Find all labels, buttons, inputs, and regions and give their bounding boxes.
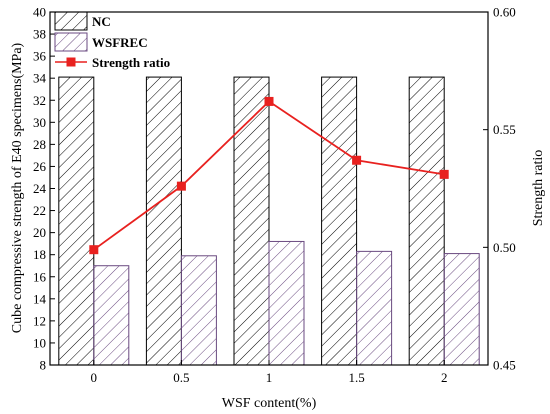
legend: NC WSFREC Strength ratio — [54, 11, 170, 70]
bar-wsfrec-2 — [443, 253, 480, 366]
strength-ratio-point-1 — [264, 96, 274, 106]
y-tick-label: 18 — [33, 247, 46, 262]
bar-nc-1 — [233, 76, 270, 366]
y-tick-label: 30 — [33, 115, 46, 130]
strength-ratio-point-0 — [89, 245, 99, 255]
legend-marker-strength-ratio — [66, 57, 76, 67]
x-axis-title: WSF content(%) — [222, 396, 317, 411]
legend-swatch-nc — [54, 11, 88, 31]
y2-tick-label: 0.55 — [493, 122, 516, 137]
bar-wsfrec-1.5 — [356, 250, 393, 366]
y-tick-label: 16 — [33, 269, 47, 284]
y-tick-label: 32 — [33, 93, 46, 108]
y-tick-label: 26 — [33, 159, 47, 174]
y-tick-label: 34 — [33, 71, 47, 86]
y2-tick-label: 0.60 — [493, 5, 516, 20]
x-tick-label: 0 — [91, 370, 98, 385]
x-tick-label: 1 — [266, 370, 273, 385]
bar-nc-0 — [58, 76, 95, 366]
strength-ratio-point-2 — [439, 169, 449, 179]
x-tick-label: 2 — [441, 370, 448, 385]
legend-label-nc: NC — [92, 14, 111, 29]
x-tick-label: 1.5 — [348, 370, 364, 385]
bar-nc-0.5 — [145, 76, 182, 366]
bar-wsfrec-1 — [268, 240, 305, 366]
legend-label-wsfrec: WSFREC — [92, 35, 148, 50]
y-tick-label: 14 — [33, 291, 47, 306]
x-tick-label: 0.5 — [173, 370, 189, 385]
y-tick-label: 20 — [33, 225, 46, 240]
y2-tick-label: 0.50 — [493, 240, 516, 255]
bar-wsfrec-0 — [93, 265, 130, 366]
bar-nc-1.5 — [321, 76, 358, 366]
y-tick-label: 38 — [33, 27, 46, 42]
y2-axis-title: Strength ratio — [531, 150, 546, 227]
y-axis-title: Cube compressive strength of E40 specime… — [10, 42, 25, 333]
y-tick-label: 28 — [33, 137, 46, 152]
y-tick-label: 40 — [33, 5, 46, 20]
legend-swatch-wsfrec — [54, 32, 88, 52]
strength-ratio-point-1.5 — [352, 155, 362, 165]
legend-label-strength-ratio: Strength ratio — [92, 55, 170, 70]
y-tick-label: 8 — [40, 358, 47, 373]
y-tick-label: 10 — [33, 335, 46, 350]
y2-tick-label: 0.45 — [493, 358, 516, 373]
strength-ratio-point-0.5 — [176, 181, 186, 191]
y-tick-label: 24 — [33, 181, 47, 196]
y-tick-label: 22 — [33, 203, 46, 218]
bar-wsfrec-0.5 — [180, 255, 217, 366]
y-tick-label: 36 — [33, 49, 47, 64]
bar-nc-2 — [408, 76, 445, 366]
y-tick-label: 12 — [33, 313, 46, 328]
